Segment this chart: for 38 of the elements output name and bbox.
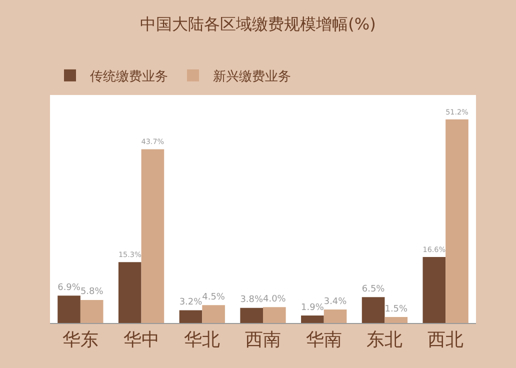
data-label: 3.8% [240, 295, 264, 306]
data-label: 16.6% [422, 244, 446, 254]
bar [384, 317, 408, 323]
x-tick-label: 东北 [366, 330, 403, 351]
bar [263, 307, 286, 323]
bar [80, 300, 104, 323]
x-tick-label: 华南 [306, 330, 342, 351]
x-tick-label: 西南 [245, 330, 281, 351]
bar [58, 296, 80, 323]
x-tick-label: 西北 [428, 330, 464, 351]
data-label: 1.5% [384, 304, 408, 314]
bar [141, 149, 164, 323]
data-label: 1.9% [301, 302, 324, 313]
data-label: 4.0% [263, 294, 286, 304]
bar [324, 309, 347, 323]
bar [422, 257, 446, 323]
data-label: 15.3% [118, 250, 142, 260]
x-tick-label: 华北 [184, 330, 220, 351]
bar [240, 308, 263, 323]
x-tick-label: 华东 [62, 330, 98, 351]
bar [446, 119, 468, 323]
data-label: 51.2% [446, 107, 469, 116]
bar [179, 310, 202, 323]
data-label: 5.8% [80, 287, 104, 298]
bar [202, 305, 225, 323]
data-label: 6.9% [58, 282, 81, 293]
chart-title: 中国大陆各区域缴费规模增幅(%) [140, 14, 376, 34]
bar [118, 262, 142, 323]
bar [362, 297, 385, 323]
legend-label: 传统缴费业务 [90, 69, 168, 84]
legend-label: 新兴缴费业务 [213, 69, 291, 84]
data-label: 6.5% [362, 284, 386, 294]
bar [301, 315, 324, 323]
data-label: 3.4% [324, 296, 348, 307]
x-tick-label: 华中 [123, 330, 160, 351]
data-label: 3.2% [179, 298, 203, 308]
data-label: 43.7% [141, 137, 164, 146]
data-label: 4.5% [202, 292, 226, 302]
